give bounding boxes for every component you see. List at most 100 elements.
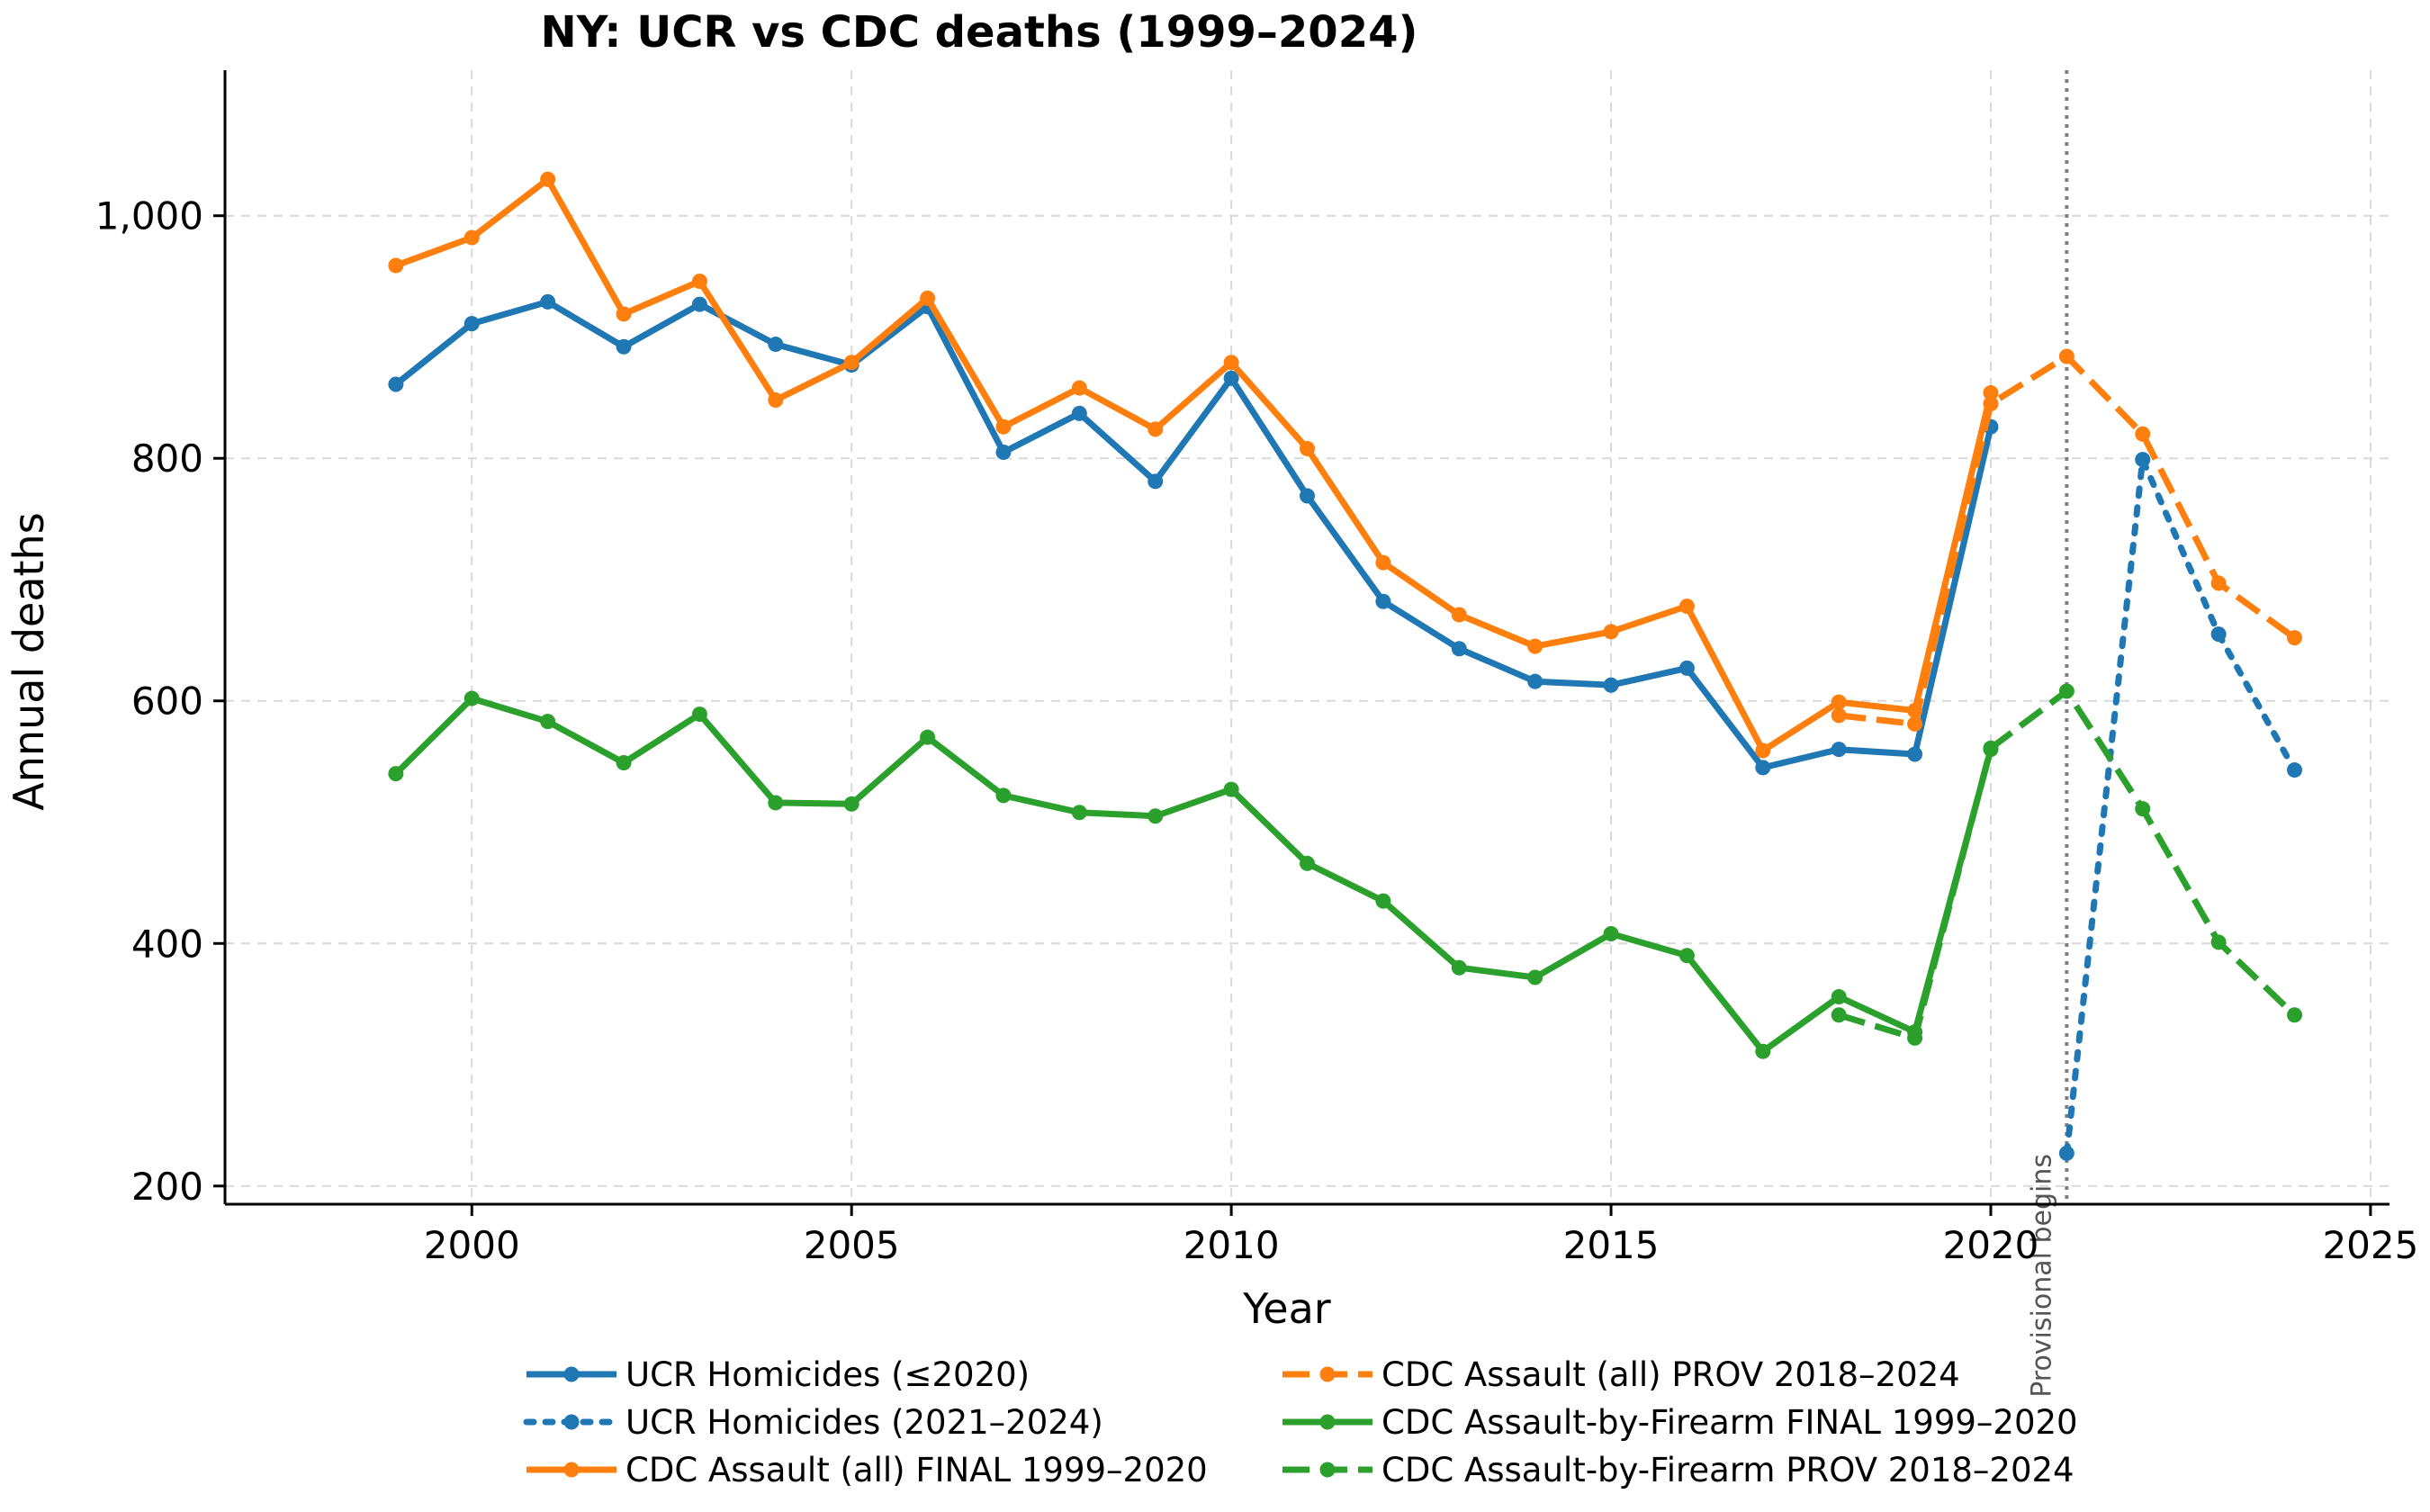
legend-marker-3 [1319, 1366, 1336, 1382]
chart-title: NY: UCR vs CDC deaths (1999–2024) [541, 7, 1418, 58]
data-point [1223, 781, 1239, 797]
x-tick-label: 2000 [424, 1223, 520, 1267]
gridlines [225, 70, 2390, 1204]
data-point [1831, 1007, 1847, 1023]
data-point [388, 766, 404, 782]
data-point [768, 337, 784, 353]
data-point [464, 316, 480, 332]
data-point [1755, 760, 1771, 776]
data-point [691, 273, 707, 289]
data-point [464, 230, 480, 246]
series-line-2 [394, 176, 1994, 754]
series-line-4 [393, 695, 1994, 1055]
data-point [2135, 801, 2151, 817]
series-lines [388, 171, 2303, 1161]
data-point [843, 355, 860, 371]
data-point [1223, 355, 1239, 371]
legend-marker-1 [563, 1414, 580, 1430]
data-point [1603, 677, 1619, 693]
legend-label-1: UCR Homicides (2021–2024) [626, 1403, 1103, 1442]
data-point [1907, 716, 1923, 732]
data-point [691, 296, 707, 312]
data-point [388, 376, 404, 392]
x-axis-label: Year [1242, 1284, 1330, 1333]
data-point [1375, 593, 1391, 609]
data-point [1451, 641, 1467, 657]
data-point [2058, 683, 2074, 699]
data-point [691, 706, 707, 723]
data-point [1300, 488, 1315, 504]
data-point [464, 690, 480, 706]
y-tick-label: 800 [131, 436, 203, 481]
y-tick-label: 1,000 [95, 194, 203, 238]
data-point [1983, 740, 1999, 756]
data-point [1223, 370, 1239, 386]
y-tick-label: 600 [131, 680, 203, 724]
data-point [616, 306, 632, 322]
data-point [1907, 746, 1923, 762]
data-point [1148, 808, 1164, 824]
data-point [540, 293, 556, 310]
data-point [388, 257, 404, 274]
data-point [540, 714, 556, 730]
data-point [1831, 694, 1847, 710]
data-point [995, 444, 1012, 460]
provisional-label: Provisional begins [2026, 1154, 2057, 1398]
data-point [1755, 1043, 1771, 1059]
data-point [843, 796, 860, 812]
legend-label-3: CDC Assault (all) PROV 2018–2024 [1382, 1355, 1960, 1394]
provisional-marker: Provisional begins [2026, 70, 2069, 1398]
data-point [616, 338, 632, 355]
data-point [1831, 707, 1847, 724]
data-point [1375, 554, 1391, 571]
data-point [1603, 925, 1619, 941]
data-point [540, 171, 556, 187]
data-point [1451, 607, 1467, 623]
data-point [1375, 893, 1391, 909]
data-point [1148, 473, 1164, 490]
data-point [1755, 742, 1771, 759]
data-point [2287, 630, 2303, 646]
data-point [1678, 948, 1695, 964]
data-point [1678, 660, 1695, 676]
legend-label-5: CDC Assault-by-Firearm PROV 2018–2024 [1382, 1451, 2074, 1490]
data-point [920, 729, 936, 745]
data-point [2135, 426, 2151, 442]
data-point [2210, 575, 2227, 591]
axes [223, 70, 2390, 1206]
data-point [1983, 384, 1999, 400]
data-point [995, 788, 1012, 804]
y-axis-label: Annual deaths [4, 512, 53, 810]
data-point [1527, 673, 1544, 689]
data-point [1527, 638, 1544, 654]
data-point [1071, 380, 1087, 396]
x-tick-label: 2020 [1943, 1223, 2039, 1267]
data-point [1071, 405, 1087, 421]
data-point [1527, 969, 1544, 986]
data-point [768, 795, 784, 811]
legend: UCR Homicides (≤2020) UCR Homicides (2021… [523, 1355, 2078, 1490]
y-tick-label: 200 [131, 1165, 203, 1209]
data-point [768, 392, 784, 409]
series-line-0 [393, 298, 1994, 771]
data-point [1678, 598, 1695, 615]
data-point [1148, 421, 1164, 437]
data-point [2287, 1007, 2303, 1023]
y-axis-ticks: 200 400 600 800 1,000 [95, 194, 225, 1209]
series-line-1 [2063, 456, 2298, 1156]
data-point [1071, 805, 1087, 821]
y-tick-label: 400 [131, 922, 203, 966]
data-point [1907, 1030, 1923, 1046]
x-tick-label: 2025 [2322, 1223, 2418, 1267]
x-tick-label: 2005 [804, 1223, 900, 1267]
data-point [1831, 989, 1847, 1005]
legend-marker-0 [563, 1366, 580, 1382]
x-tick-label: 2010 [1184, 1223, 1280, 1267]
x-axis-ticks: 2000 2005 2010 2015 2020 2025 [424, 1204, 2418, 1267]
legend-label-2: CDC Assault (all) FINAL 1999–2020 [626, 1451, 1208, 1490]
legend-marker-4 [1319, 1414, 1336, 1430]
data-point [2287, 762, 2303, 778]
data-point [1451, 959, 1467, 976]
data-point [1300, 440, 1315, 456]
